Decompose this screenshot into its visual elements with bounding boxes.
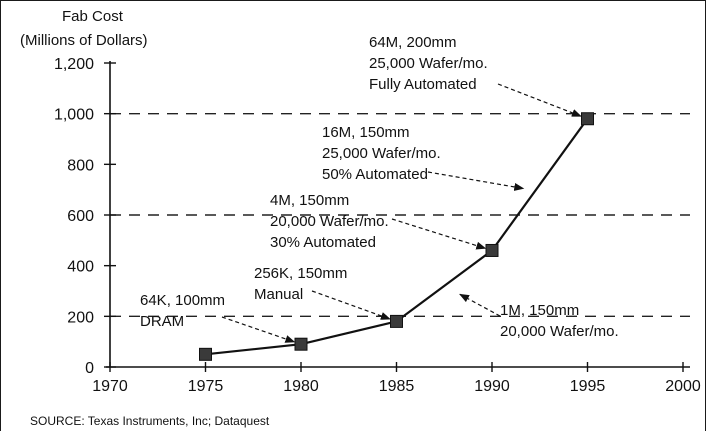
annotation-64m-line-1: 64M, 200mm <box>369 34 457 51</box>
x-tick-label-1995: 1995 <box>570 378 606 395</box>
x-tick-label-1970: 1970 <box>92 378 128 395</box>
annotation-64k: 64K, 100mm DRAM <box>140 290 225 332</box>
annotation-1m-line-1: 1M, 150mm <box>500 302 580 319</box>
y-tick-label-200: 200 <box>67 309 94 326</box>
x-tick-label-1975: 1975 <box>188 378 224 395</box>
x-tick-label-1990: 1990 <box>474 378 510 395</box>
data-point-1995 <box>581 112 594 126</box>
y-axis-title-line-2: (Millions of Dollars) <box>20 32 148 49</box>
annotation-256k-line-1: 256K, 150mm <box>254 265 348 282</box>
annotation-64k-line-2: DRAM <box>140 313 185 330</box>
x-tick-label-1980: 1980 <box>283 378 319 395</box>
annotation-64m-line-3: Fully Automated <box>369 76 477 93</box>
annotation-4m-line-1: 4M, 150mm <box>270 192 350 209</box>
data-point-1975 <box>199 347 212 361</box>
y-tick-label-600: 600 <box>67 208 94 225</box>
data-point-1980 <box>294 337 308 351</box>
annotation-256k: 256K, 150mm Manual <box>254 263 347 305</box>
annotation-arrow-5 <box>497 83 582 117</box>
annotation-arrow-2 <box>459 293 501 317</box>
data-point-1985 <box>390 314 403 328</box>
annotation-64k-line-1: 64K, 100mm <box>140 292 226 309</box>
y-tick-label-1000: 1,000 <box>54 107 94 124</box>
annotation-16m-line-2: 25,000 Wafer/mo. <box>322 145 441 162</box>
y-tick-label-800: 800 <box>67 157 94 174</box>
annotation-64m-line-2: 25,000 Wafer/mo. <box>369 55 488 72</box>
annotation-4m: 4M, 150mm 20,000 Wafer/mo. 30% Automated <box>270 190 389 253</box>
annotation-16m-line-3: 50% Automated <box>322 166 428 183</box>
y-tick-label-0: 0 <box>85 360 94 377</box>
annotation-4m-line-2: 20,000 Wafer/mo. <box>270 213 389 230</box>
data-point-1990 <box>485 243 499 257</box>
source-note: SOURCE: Texas Instruments, Inc; Dataques… <box>30 414 270 428</box>
annotation-256k-line-2: Manual <box>254 286 304 303</box>
annotation-1m-line-2: 20,000 Wafer/mo. <box>500 323 619 340</box>
x-tick-label-1985: 1985 <box>379 378 415 395</box>
annotation-4m-line-3: 30% Automated <box>270 234 376 251</box>
y-tick-label-1200: 1,200 <box>54 56 94 73</box>
annotation-64m: 64M, 200mm 25,000 Wafer/mo. Fully Automa… <box>369 32 488 95</box>
x-tick-label-2000: 2000 <box>665 378 701 395</box>
y-axis-title-line-1: Fab Cost <box>62 8 123 25</box>
y-tick-label-400: 400 <box>67 259 94 276</box>
annotation-16m: 16M, 150mm 25,000 Wafer/mo. 50% Automate… <box>322 122 441 185</box>
annotation-1m: 1M, 150mm 20,000 Wafer/mo. <box>500 300 619 342</box>
annotation-16m-line-1: 16M, 150mm <box>322 124 410 141</box>
annotation-arrow-0 <box>221 316 296 343</box>
annotation-arrow-3 <box>391 218 487 250</box>
annotation-arrow-4 <box>427 171 525 191</box>
